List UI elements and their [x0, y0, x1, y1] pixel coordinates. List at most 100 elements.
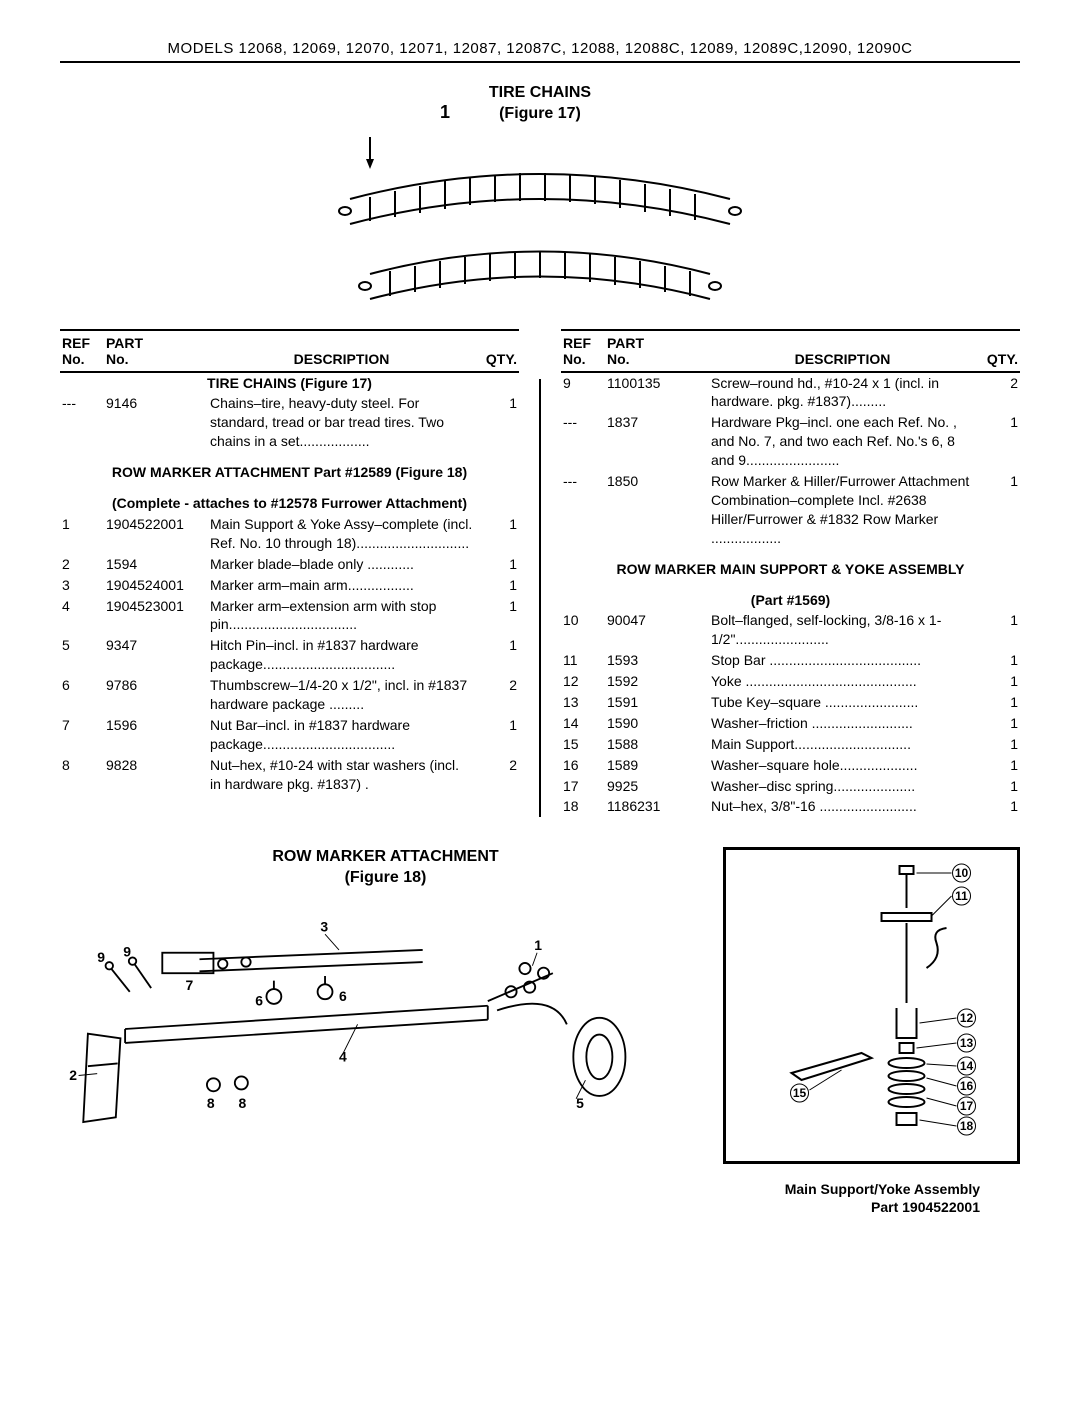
cell-ref: --- — [561, 471, 605, 549]
th-ref: REFNo. — [561, 330, 605, 372]
section-heading: (Part #1569) — [561, 590, 1020, 611]
cell-desc: Washer–square hole.................... — [709, 755, 976, 776]
cell-partno: 1837 — [605, 412, 709, 471]
table-row: 179925Washer–disc spring................… — [561, 776, 1020, 797]
cell-ref: 12 — [561, 671, 605, 692]
table-row: TIRE CHAINS (Figure 17) — [60, 372, 519, 394]
cell-desc: Marker arm–main arm................. — [208, 575, 475, 596]
cell-ref: 6 — [60, 675, 104, 715]
table-row: 89828Nut–hex, #10-24 with star washers (… — [60, 755, 519, 795]
svg-text:12: 12 — [960, 1011, 974, 1025]
cell-ref: 8 — [60, 755, 104, 795]
cell-desc: Row Marker & Hiller/Furrower Attachment … — [709, 471, 976, 549]
figure18-title: ROW MARKER ATTACHMENT (Figure 18) — [60, 847, 711, 889]
cell-partno: 1588 — [605, 734, 709, 755]
cell-desc: Washer–disc spring..................... — [709, 776, 976, 797]
cell-partno: 1592 — [605, 671, 709, 692]
cell-partno: 90047 — [605, 610, 709, 650]
cell-partno: 1186231 — [605, 796, 709, 817]
parts-tables: REFNo. PARTNo. DESCRIPTION QTY. TIRE CHA… — [60, 329, 1020, 818]
table-row: 141590Washer–friction ..................… — [561, 713, 1020, 734]
cell-qty: 2 — [976, 372, 1020, 413]
table-row: 161589Washer–square hole................… — [561, 755, 1020, 776]
cell-qty: 1 — [976, 412, 1020, 471]
table-row: ---9146Chains–tire, heavy-duty steel. Fo… — [60, 393, 519, 452]
cell-ref: 9 — [561, 372, 605, 413]
cell-desc: Nut–hex, #10-24 with star washers (incl.… — [208, 755, 475, 795]
cell-desc: Hitch Pin–incl. in #1837 hardware packag… — [208, 635, 475, 675]
th-part: PARTNo. — [104, 330, 208, 372]
parts-right-column: REFNo. PARTNo. DESCRIPTION QTY. 91100135… — [561, 329, 1020, 818]
callout-6b: 6 — [339, 988, 347, 1004]
svg-text:18: 18 — [960, 1119, 974, 1133]
column-divider — [539, 379, 541, 818]
cell-partno: 1594 — [104, 554, 208, 575]
cell-ref: 11 — [561, 650, 605, 671]
callout-7: 7 — [186, 977, 194, 993]
figure17-callout-1: 1 — [440, 101, 450, 124]
table-row: 59347Hitch Pin–incl. in #1837 hardware p… — [60, 635, 519, 675]
cell-partno: 1589 — [605, 755, 709, 776]
callout-3: 3 — [320, 918, 328, 934]
table-row: 31904524001Marker arm–main arm..........… — [60, 575, 519, 596]
cell-qty: 1 — [976, 671, 1020, 692]
cell-qty: 1 — [976, 610, 1020, 650]
table-row: 121592Yoke .............................… — [561, 671, 1020, 692]
cell-partno: 9146 — [104, 393, 208, 452]
table-row: 151588Main Support......................… — [561, 734, 1020, 755]
cell-qty: 1 — [475, 554, 519, 575]
cell-partno: 9786 — [104, 675, 208, 715]
cell-qty: 1 — [475, 393, 519, 452]
figure18-title-line1: ROW MARKER ATTACHMENT — [272, 848, 498, 865]
section-heading: ROW MARKER ATTACHMENT Part #12589 (Figur… — [60, 462, 519, 483]
cell-desc: Main Support & Yoke Assy–complete (incl.… — [208, 514, 475, 554]
cell-ref: 3 — [60, 575, 104, 596]
tire-chains-drawing — [330, 129, 750, 309]
cell-ref: 7 — [60, 715, 104, 755]
th-qty: QTY. — [475, 330, 519, 372]
cell-desc: Thumbscrew–1/4-20 x 1/2", incl. in #1837… — [208, 675, 475, 715]
section-heading: ROW MARKER MAIN SUPPORT & YOKE ASSEMBLY — [561, 559, 1020, 580]
cell-ref: --- — [561, 412, 605, 471]
cell-qty: 1 — [976, 796, 1020, 817]
row-marker-drawing: 1 2 3 4 5 6 6 7 8 8 9 9 — [60, 889, 711, 1169]
cell-partno: 1100135 — [605, 372, 709, 413]
table-row: 131591Tube Key–square ..................… — [561, 692, 1020, 713]
figure17-title-line1: TIRE CHAINS — [489, 84, 591, 101]
cell-partno: 1591 — [605, 692, 709, 713]
table-row: (Complete - attaches to #12578 Furrower … — [60, 493, 519, 514]
table-row: 11904522001Main Support & Yoke Assy–comp… — [60, 514, 519, 554]
bottom-figures: ROW MARKER ATTACHMENT (Figure 18) — [60, 847, 1020, 1174]
figure17-title: TIRE CHAINS 1 (Figure 17) — [60, 83, 1020, 125]
cell-ref: 17 — [561, 776, 605, 797]
svg-text:13: 13 — [960, 1036, 974, 1050]
cell-qty: 1 — [475, 596, 519, 636]
callout-8a: 8 — [207, 1095, 215, 1111]
table-row: 91100135Screw–round hd., #10-24 x 1 (inc… — [561, 372, 1020, 413]
cell-desc: Nut–hex, 3/8"-16 .......................… — [709, 796, 976, 817]
cell-ref: 1 — [60, 514, 104, 554]
cell-ref: 13 — [561, 692, 605, 713]
cell-qty: 1 — [976, 755, 1020, 776]
cell-qty: 1 — [976, 650, 1020, 671]
cell-ref: 15 — [561, 734, 605, 755]
svg-text:10: 10 — [955, 866, 969, 880]
cell-ref: 18 — [561, 796, 605, 817]
yoke-caption-line2: Part 1904522001 — [871, 1199, 980, 1215]
table-row: 71596Nut Bar–incl. in #1837 hardware pac… — [60, 715, 519, 755]
cell-desc: Screw–round hd., #10-24 x 1 (incl. in ha… — [709, 372, 976, 413]
th-ref: REFNo. — [60, 330, 104, 372]
cell-desc: Chains–tire, heavy-duty steel. For stand… — [208, 393, 475, 452]
callout-1: 1 — [534, 937, 542, 953]
cell-partno: 9828 — [104, 755, 208, 795]
cell-ref: --- — [60, 393, 104, 452]
table-row: 21594Marker blade–blade only ...........… — [60, 554, 519, 575]
cell-desc: Bolt–flanged, self-locking, 3/8-16 x 1-1… — [709, 610, 976, 650]
svg-text:14: 14 — [960, 1059, 974, 1073]
cell-desc: Tube Key–square ........................ — [709, 692, 976, 713]
cell-qty: 1 — [475, 715, 519, 755]
cell-partno: 1593 — [605, 650, 709, 671]
th-desc: DESCRIPTION — [208, 330, 475, 372]
svg-text:15: 15 — [793, 1086, 807, 1100]
svg-text:17: 17 — [960, 1099, 974, 1113]
